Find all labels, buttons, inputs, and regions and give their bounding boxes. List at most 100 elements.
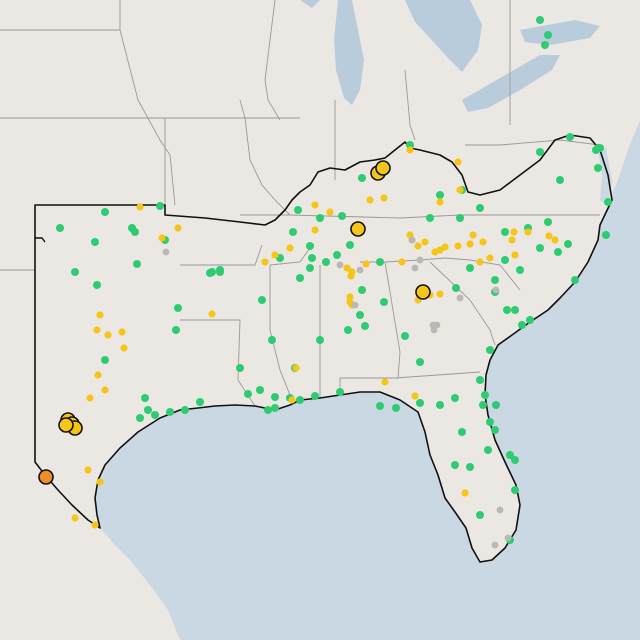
monitor-good[interactable] bbox=[556, 176, 564, 184]
monitor-good[interactable] bbox=[264, 406, 272, 414]
monitor-moderate[interactable] bbox=[454, 242, 462, 250]
monitor-moderate-large[interactable] bbox=[375, 160, 391, 176]
monitor-moderate[interactable] bbox=[104, 331, 112, 339]
monitor-good[interactable] bbox=[344, 326, 352, 334]
monitor-good[interactable] bbox=[133, 260, 141, 268]
monitor-good[interactable] bbox=[501, 256, 509, 264]
monitor-good[interactable] bbox=[56, 224, 64, 232]
monitor-good[interactable] bbox=[511, 486, 519, 494]
monitor-good[interactable] bbox=[544, 31, 552, 39]
monitor-moderate[interactable] bbox=[414, 242, 422, 250]
monitor-good[interactable] bbox=[594, 144, 602, 152]
monitor-moderate[interactable] bbox=[101, 386, 109, 394]
monitor-moderate[interactable] bbox=[510, 228, 518, 236]
monitor-moderate[interactable] bbox=[271, 251, 279, 259]
monitor-moderate[interactable] bbox=[326, 208, 334, 216]
monitor-good[interactable] bbox=[131, 228, 139, 236]
monitor-moderate[interactable] bbox=[346, 298, 354, 306]
monitor-good[interactable] bbox=[406, 141, 414, 149]
monitor-good[interactable] bbox=[511, 306, 519, 314]
monitor-no-data[interactable] bbox=[492, 286, 500, 294]
monitor-no-data[interactable] bbox=[496, 506, 504, 514]
monitor-good[interactable] bbox=[289, 228, 297, 236]
monitor-good[interactable] bbox=[258, 296, 266, 304]
monitor-no-data[interactable] bbox=[162, 248, 170, 256]
monitor-no-data[interactable] bbox=[351, 301, 359, 309]
monitor-moderate[interactable] bbox=[508, 236, 516, 244]
monitor-good[interactable] bbox=[216, 268, 224, 276]
monitor-moderate[interactable] bbox=[362, 260, 370, 268]
monitor-moderate[interactable] bbox=[366, 196, 374, 204]
monitor-good[interactable] bbox=[416, 399, 424, 407]
monitor-no-data[interactable] bbox=[356, 266, 364, 274]
monitor-good[interactable] bbox=[436, 401, 444, 409]
monitor-moderate[interactable] bbox=[136, 203, 144, 211]
monitor-good[interactable] bbox=[271, 404, 279, 412]
monitor-no-data[interactable] bbox=[411, 264, 419, 272]
monitor-moderate[interactable] bbox=[398, 258, 406, 266]
monitor-moderate[interactable] bbox=[96, 311, 104, 319]
monitor-good[interactable] bbox=[136, 414, 144, 422]
monitor-good[interactable] bbox=[451, 461, 459, 469]
monitor-good[interactable] bbox=[316, 336, 324, 344]
monitor-good[interactable] bbox=[604, 198, 612, 206]
monitor-good[interactable] bbox=[174, 304, 182, 312]
monitor-good[interactable] bbox=[376, 258, 384, 266]
monitor-moderate[interactable] bbox=[346, 293, 354, 301]
monitor-good[interactable] bbox=[308, 254, 316, 262]
monitor-moderate[interactable] bbox=[71, 514, 79, 522]
monitor-moderate[interactable] bbox=[311, 201, 319, 209]
monitor-good[interactable] bbox=[306, 264, 314, 272]
monitor-good[interactable] bbox=[536, 16, 544, 24]
monitor-moderate[interactable] bbox=[93, 326, 101, 334]
monitor-good[interactable] bbox=[451, 394, 459, 402]
monitor-good[interactable] bbox=[206, 269, 214, 277]
monitor-no-data[interactable] bbox=[408, 236, 416, 244]
monitor-moderate[interactable] bbox=[421, 238, 429, 246]
monitor-moderate-large[interactable] bbox=[415, 284, 431, 300]
monitor-good[interactable] bbox=[566, 133, 574, 141]
monitor-good[interactable] bbox=[311, 392, 319, 400]
monitor-moderate[interactable] bbox=[91, 521, 99, 529]
monitor-good[interactable] bbox=[452, 284, 460, 292]
monitor-good[interactable] bbox=[594, 164, 602, 172]
monitor-good[interactable] bbox=[479, 401, 487, 409]
monitor-moderate[interactable] bbox=[456, 186, 464, 194]
monitor-moderate[interactable] bbox=[466, 240, 474, 248]
monitor-moderate[interactable] bbox=[348, 268, 356, 276]
monitor-moderate[interactable] bbox=[436, 290, 444, 298]
monitor-moderate[interactable] bbox=[120, 344, 128, 352]
monitor-moderate[interactable] bbox=[86, 394, 94, 402]
monitor-good[interactable] bbox=[536, 148, 544, 156]
monitor-moderate[interactable] bbox=[469, 231, 477, 239]
monitor-good[interactable] bbox=[518, 321, 526, 329]
monitor-good[interactable] bbox=[172, 326, 180, 334]
monitor-good[interactable] bbox=[380, 298, 388, 306]
monitor-good[interactable] bbox=[294, 206, 302, 214]
monitor-good[interactable] bbox=[458, 428, 466, 436]
monitor-good[interactable] bbox=[392, 404, 400, 412]
monitor-moderate[interactable] bbox=[174, 224, 182, 232]
monitor-good[interactable] bbox=[296, 396, 304, 404]
monitor-moderate[interactable] bbox=[208, 310, 216, 318]
monitor-good[interactable] bbox=[151, 411, 159, 419]
monitor-moderate[interactable] bbox=[343, 264, 351, 272]
monitor-good[interactable] bbox=[356, 311, 364, 319]
monitor-good[interactable] bbox=[91, 238, 99, 246]
monitor-good[interactable] bbox=[101, 356, 109, 364]
monitor-moderate[interactable] bbox=[406, 146, 414, 154]
monitor-good[interactable] bbox=[376, 402, 384, 410]
monitor-good[interactable] bbox=[156, 202, 164, 210]
monitor-usg-large[interactable] bbox=[38, 469, 54, 485]
monitor-moderate[interactable] bbox=[286, 244, 294, 252]
monitor-good[interactable] bbox=[306, 242, 314, 250]
monitor-moderate-large[interactable] bbox=[58, 417, 74, 433]
monitor-good[interactable] bbox=[456, 214, 464, 222]
monitor-good[interactable] bbox=[416, 358, 424, 366]
monitor-moderate[interactable] bbox=[411, 392, 419, 400]
monitor-good[interactable] bbox=[484, 446, 492, 454]
monitor-good[interactable] bbox=[571, 276, 579, 284]
monitor-good[interactable] bbox=[271, 393, 279, 401]
monitor-moderate[interactable] bbox=[436, 246, 444, 254]
